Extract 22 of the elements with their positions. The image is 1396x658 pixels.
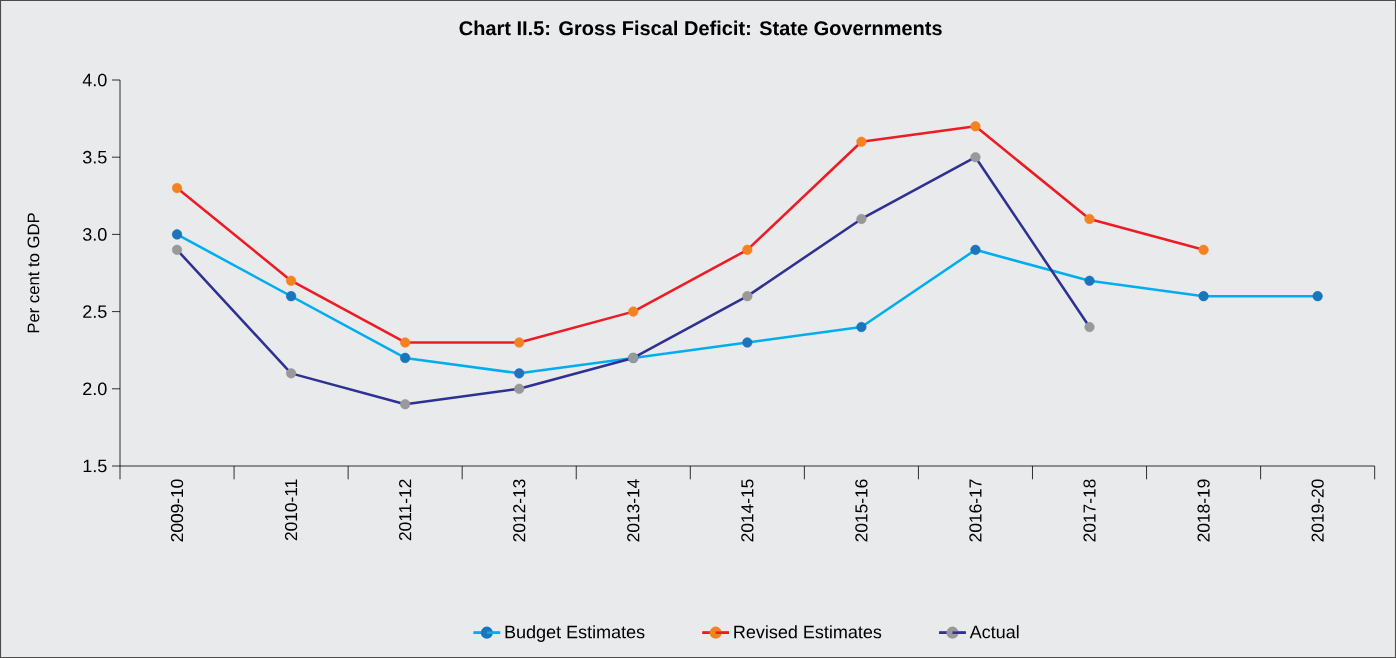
x-tick-label: 2018-19: [1197, 479, 1210, 542]
y-axis-title: Per cent to GDP: [27, 213, 40, 333]
y-tick-label: 1.5: [83, 459, 107, 473]
x-tick-label: 2010-11: [284, 479, 298, 541]
x-tick-label: 2013-14: [627, 479, 640, 542]
legend-label: Revised Estimates: [734, 625, 882, 639]
y-tick-label: 2.0: [83, 382, 107, 396]
x-tick-label: 2016-17: [969, 479, 982, 542]
y-tick-label: 2.5: [83, 305, 107, 318]
y-tick-label: 3.5: [82, 150, 107, 164]
y-tick-label: 4.0: [82, 73, 107, 87]
x-tick-label: 2015-16: [855, 479, 868, 542]
legend-label: Budget Estimates: [505, 625, 645, 642]
x-tick-label: 2012-13: [513, 479, 526, 542]
chart-title: Chart II.5: Gross Fiscal Deficit: State Governments: [459, 20, 942, 36]
x-tick-label: 2011-12: [399, 479, 412, 541]
x-tick-label: 2019-20: [1311, 479, 1324, 542]
legend-label: Actual: [969, 625, 1019, 639]
x-tick-label: 2014-15: [741, 479, 754, 542]
x-tick-label: 2009-10: [170, 479, 184, 542]
y-tick-label: 3.0: [82, 228, 107, 241]
x-tick-label: 2017-18: [1083, 479, 1096, 542]
